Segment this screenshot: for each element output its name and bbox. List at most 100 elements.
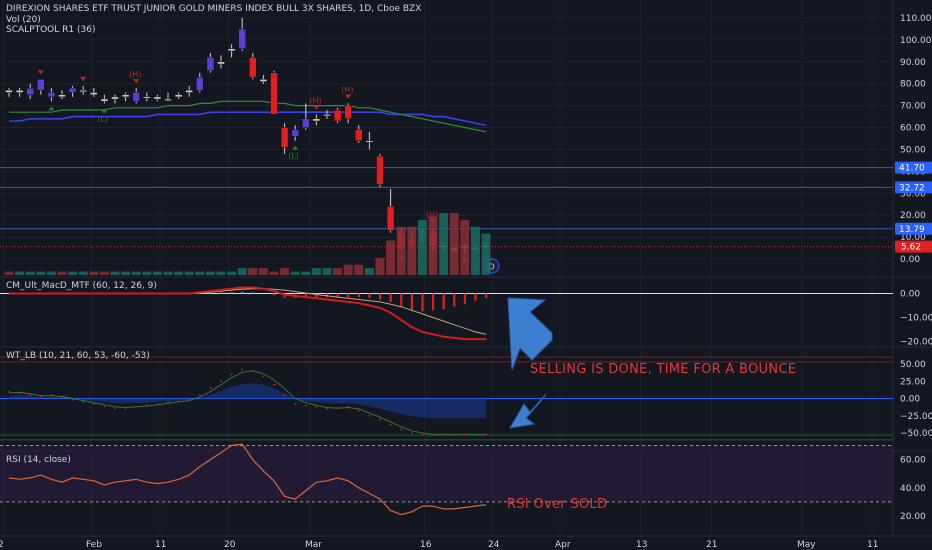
moving-average-blue bbox=[9, 111, 487, 127]
wt1-dot bbox=[442, 433, 445, 436]
price-badge-label: 13.79 bbox=[899, 225, 925, 235]
macd-histogram-bar bbox=[283, 293, 286, 299]
price-tick-label: 0.00 bbox=[900, 255, 920, 265]
macd-histogram-bar bbox=[315, 293, 318, 298]
price-badge bbox=[895, 181, 932, 194]
candle-body bbox=[323, 114, 331, 117]
price-axis: 110.00 100.00 90.00 80.00 70.00 60.00 50.00 40.… bbox=[895, 14, 932, 522]
rsi-tick-label: 60.00 bbox=[900, 456, 926, 466]
volume-bar bbox=[470, 226, 480, 275]
wt1-dot bbox=[273, 383, 275, 386]
wt1-dot bbox=[230, 373, 233, 376]
candle-body bbox=[365, 140, 374, 143]
volume-bar bbox=[163, 271, 173, 275]
time-tick-label: May bbox=[797, 540, 816, 550]
volume-bar bbox=[68, 271, 78, 275]
volume-bar bbox=[237, 268, 247, 275]
volume-bar bbox=[36, 271, 46, 275]
candle-body bbox=[100, 98, 109, 102]
volume-bar bbox=[386, 240, 396, 275]
high-signal-marker bbox=[80, 76, 87, 81]
wt-tick-label: 50.00 bbox=[900, 360, 926, 370]
wt1-dot bbox=[379, 418, 381, 421]
rsi-annotation: RSI Over SOLD bbox=[507, 497, 608, 512]
volume-bar bbox=[99, 271, 109, 275]
candle-body bbox=[15, 90, 24, 93]
low-signal-marker bbox=[48, 106, 55, 111]
candle-body bbox=[143, 96, 151, 99]
high-signal-marker bbox=[313, 105, 320, 110]
time-tick-label: 13 bbox=[636, 540, 647, 550]
wt1-dot bbox=[485, 433, 487, 436]
time-tick-label: 11 bbox=[155, 540, 166, 550]
time-tick-label: Feb bbox=[86, 540, 102, 550]
candle-body bbox=[196, 76, 204, 91]
candle-body bbox=[291, 129, 299, 137]
macd-histogram-bar bbox=[410, 293, 413, 311]
candle-body bbox=[47, 92, 56, 98]
volume-bar bbox=[396, 226, 406, 275]
candle-body bbox=[227, 48, 236, 52]
macd-histogram-bar bbox=[400, 293, 403, 307]
volume-bar bbox=[333, 268, 343, 275]
wt1-dot bbox=[39, 395, 42, 398]
time-tick-label: 2 bbox=[0, 540, 4, 550]
macd-tick-label: −20.00 bbox=[900, 338, 932, 348]
volume-bar bbox=[152, 271, 162, 275]
volume-bar bbox=[15, 271, 25, 275]
high-signal-label: (H) bbox=[341, 85, 353, 94]
high-signal-label: (H) bbox=[426, 210, 438, 219]
last-price-label: 5.62 bbox=[901, 243, 921, 253]
macd-histogram-bar bbox=[453, 293, 456, 307]
volume-bar bbox=[205, 271, 215, 275]
volume-bar bbox=[280, 268, 290, 275]
macd-histogram-bar bbox=[209, 292, 212, 294]
candle-body bbox=[153, 96, 162, 100]
wt2-line bbox=[8, 370, 486, 435]
macd-histogram-bar bbox=[304, 293, 307, 298]
time-tick-label: 11 bbox=[867, 540, 878, 550]
low-signal-label: (L) bbox=[97, 114, 108, 123]
candle-body bbox=[121, 94, 130, 98]
candle-body bbox=[90, 92, 98, 95]
macd-line bbox=[9, 286, 486, 341]
volume-bar bbox=[301, 271, 311, 275]
candle-body bbox=[312, 118, 321, 122]
macd-histogram-bar bbox=[220, 292, 223, 294]
macd-histogram-bar bbox=[463, 293, 466, 305]
volume-bar bbox=[110, 271, 120, 275]
time-tick-label: Apr bbox=[555, 540, 571, 550]
price-tick-label: 60.00 bbox=[900, 124, 926, 134]
volume-bar bbox=[89, 271, 99, 275]
candle-body bbox=[37, 79, 45, 91]
time-tick-label: 21 bbox=[706, 540, 717, 550]
volume-bar bbox=[407, 226, 417, 275]
candle-body bbox=[185, 90, 193, 93]
candle-body bbox=[132, 92, 140, 102]
low-signal-marker bbox=[292, 145, 299, 150]
wt1-dot bbox=[347, 405, 350, 408]
wt1-dot bbox=[61, 396, 63, 399]
macd-histogram-bar bbox=[336, 293, 339, 298]
volume-bar bbox=[375, 257, 385, 275]
volume-bar bbox=[121, 271, 131, 275]
wt1-dot bbox=[114, 407, 116, 410]
dividend-marker-label: D bbox=[489, 263, 495, 272]
wt1-dot bbox=[421, 433, 424, 436]
macd-histogram-bar bbox=[326, 293, 329, 298]
candle-body bbox=[270, 72, 278, 115]
volume-bar bbox=[184, 271, 194, 275]
wt1-dot bbox=[389, 423, 392, 426]
macd-histogram-bar bbox=[251, 292, 254, 294]
macd-pane-label: CM_Ult_MacD_MTF (60, 12, 26, 9) bbox=[6, 281, 157, 291]
wt-tick-label: 25.00 bbox=[900, 377, 926, 387]
candle-body bbox=[68, 87, 77, 93]
wt1-dot bbox=[357, 410, 360, 412]
rsi-line bbox=[8, 443, 487, 516]
wt1-dot bbox=[326, 407, 328, 410]
rsi-band bbox=[0, 445, 893, 502]
wt1-dot bbox=[177, 400, 180, 403]
price-tick-label: 100.00 bbox=[900, 36, 932, 46]
macd-histogram-bar bbox=[368, 293, 371, 299]
